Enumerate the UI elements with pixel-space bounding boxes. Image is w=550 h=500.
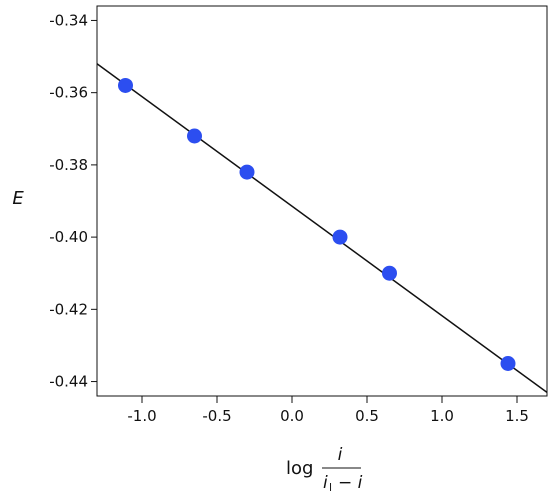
x-axis-label-log: log <box>286 458 313 479</box>
y-tick-label: -0.42 <box>49 300 88 318</box>
data-point <box>118 77 133 93</box>
y-axis: -0.34 -0.36 -0.38 -0.40 -0.42 -0.44 <box>49 11 97 391</box>
y-tick-label: -0.34 <box>49 11 88 29</box>
x-axis: -1.0 -0.5 0.0 0.5 1.0 1.5 <box>127 396 529 425</box>
x-tick-label: 1.5 <box>505 407 529 425</box>
x-tick-label: 0.0 <box>280 407 304 425</box>
x-tick-label: -1.0 <box>127 407 156 425</box>
x-tick-label: -0.5 <box>202 407 231 425</box>
fit-line <box>96 63 548 393</box>
data-point <box>332 229 348 245</box>
y-axis-label: E <box>12 188 24 209</box>
y-tick-label: -0.36 <box>49 84 88 102</box>
x-axis-label-denominator-main: i <box>323 473 328 493</box>
x-tick-label: 1.0 <box>430 407 454 425</box>
x-tick-label: 0.5 <box>355 407 379 425</box>
x-axis-label-denominator-suffix: − i <box>338 473 363 493</box>
data-point <box>500 356 516 371</box>
data-point <box>187 128 202 144</box>
x-axis-label-denominator-subscript: l <box>329 481 332 494</box>
x-axis-label-numerator: i <box>338 445 343 465</box>
plot-frame <box>96 5 548 397</box>
y-tick-label: -0.38 <box>49 156 88 174</box>
data-point <box>239 164 255 180</box>
y-tick-label: -0.40 <box>49 228 88 246</box>
data-point <box>382 265 397 281</box>
y-tick-label: -0.44 <box>49 373 88 391</box>
plot-area <box>96 5 548 397</box>
